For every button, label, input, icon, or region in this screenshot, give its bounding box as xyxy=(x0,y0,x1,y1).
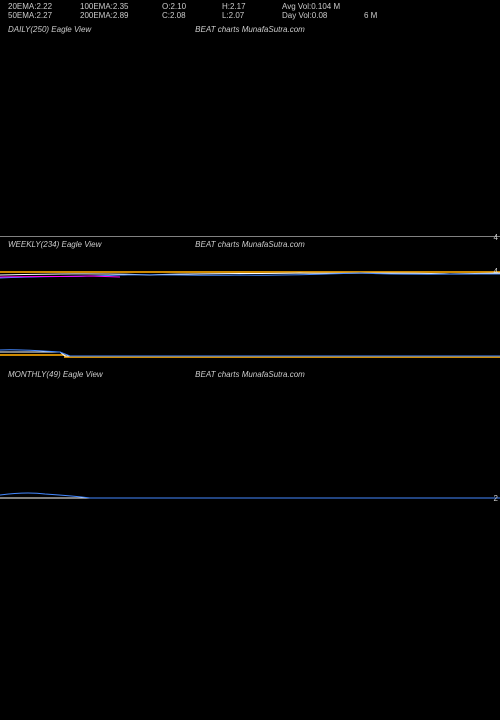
stat-label: O: xyxy=(162,2,170,11)
chart-title-left: WEEKLY(234) Eagle View xyxy=(8,240,101,249)
stat-value: 2.27 xyxy=(36,11,52,20)
chart-svg xyxy=(0,382,500,662)
chart-header: DAILY(250) Eagle View BEAT charts MunafaS… xyxy=(0,22,500,37)
stat-item: L: 2.07 xyxy=(222,11,270,20)
stat-item: Avg Vol: 0.104 M xyxy=(282,2,372,11)
chart-title-left: DAILY(250) Eagle View xyxy=(8,25,91,34)
chart-canvas: 4 xyxy=(0,252,500,367)
stat-value: 2.07 xyxy=(229,11,245,20)
stat-value: 2.89 xyxy=(113,11,129,20)
stat-item: H: 2.17 xyxy=(222,2,270,11)
stat-value: 0.08 xyxy=(312,11,328,20)
stat-item: Day Vol: 0.08 xyxy=(282,11,352,20)
stat-value: 6 M xyxy=(364,11,377,20)
charts-container: DAILY(250) Eagle View BEAT charts MunafaS… xyxy=(0,22,500,662)
stat-item: 50EMA: 2.27 xyxy=(8,11,68,20)
stat-value: 2.17 xyxy=(230,2,246,11)
chart-line xyxy=(0,350,500,356)
stat-item: 20EMA: 2.22 xyxy=(8,2,68,11)
chart-header: MONTHLY(49) Eagle View BEAT charts Munafa… xyxy=(0,367,500,382)
stat-value: 2.08 xyxy=(170,11,186,20)
stat-label: C: xyxy=(162,11,170,20)
stat-item: 100EMA: 2.35 xyxy=(80,2,150,11)
chart-title-center: BEAT charts MunafaSutra.com xyxy=(195,370,305,379)
stat-item: O: 2.10 xyxy=(162,2,210,11)
chart-section: DAILY(250) Eagle View BEAT charts MunafaS… xyxy=(0,22,500,237)
chart-section: WEEKLY(234) Eagle View BEAT charts Munafa… xyxy=(0,237,500,367)
chart-line xyxy=(0,276,120,277)
stat-value: 2.22 xyxy=(36,2,52,11)
stat-row-2: 50EMA: 2.27 200EMA: 2.89 C: 2.08 L: 2.07 Day… xyxy=(8,11,492,20)
chart-svg xyxy=(0,37,500,237)
chart-line xyxy=(0,493,500,498)
stat-label: 50EMA: xyxy=(8,11,36,20)
stat-label: 200EMA: xyxy=(80,11,113,20)
stat-label: L: xyxy=(222,11,229,20)
stat-label: 100EMA: xyxy=(80,2,113,11)
chart-line xyxy=(0,352,500,356)
chart-svg xyxy=(0,252,500,367)
header-stats: 20EMA: 2.22 100EMA: 2.35 O: 2.10 H: 2.17 Avg… xyxy=(0,0,500,22)
stat-value: 0.104 M xyxy=(311,2,340,11)
chart-canvas: 4 xyxy=(0,37,500,237)
stat-item: 200EMA: 2.89 xyxy=(80,11,150,20)
stat-value: 2.10 xyxy=(170,2,186,11)
chart-title-center: BEAT charts MunafaSutra.com xyxy=(195,25,305,34)
chart-title-left: MONTHLY(49) Eagle View xyxy=(8,370,103,379)
stat-label: Avg Vol: xyxy=(282,2,311,11)
stat-item: C: 2.08 xyxy=(162,11,210,20)
stat-row-1: 20EMA: 2.22 100EMA: 2.35 O: 2.10 H: 2.17 Avg… xyxy=(8,2,492,11)
axis-label: 4 xyxy=(494,267,498,276)
stat-item: 6 M xyxy=(364,11,394,20)
stat-label: Day Vol: xyxy=(282,11,312,20)
chart-canvas: 2 xyxy=(0,382,500,662)
chart-section: MONTHLY(49) Eagle View BEAT charts Munafa… xyxy=(0,367,500,662)
chart-title-center: BEAT charts MunafaSutra.com xyxy=(195,240,305,249)
stat-label: 20EMA: xyxy=(8,2,36,11)
stat-value: 2.35 xyxy=(113,2,129,11)
axis-label: 2 xyxy=(494,494,498,503)
chart-header: WEEKLY(234) Eagle View BEAT charts Munafa… xyxy=(0,237,500,252)
stat-label: H: xyxy=(222,2,230,11)
